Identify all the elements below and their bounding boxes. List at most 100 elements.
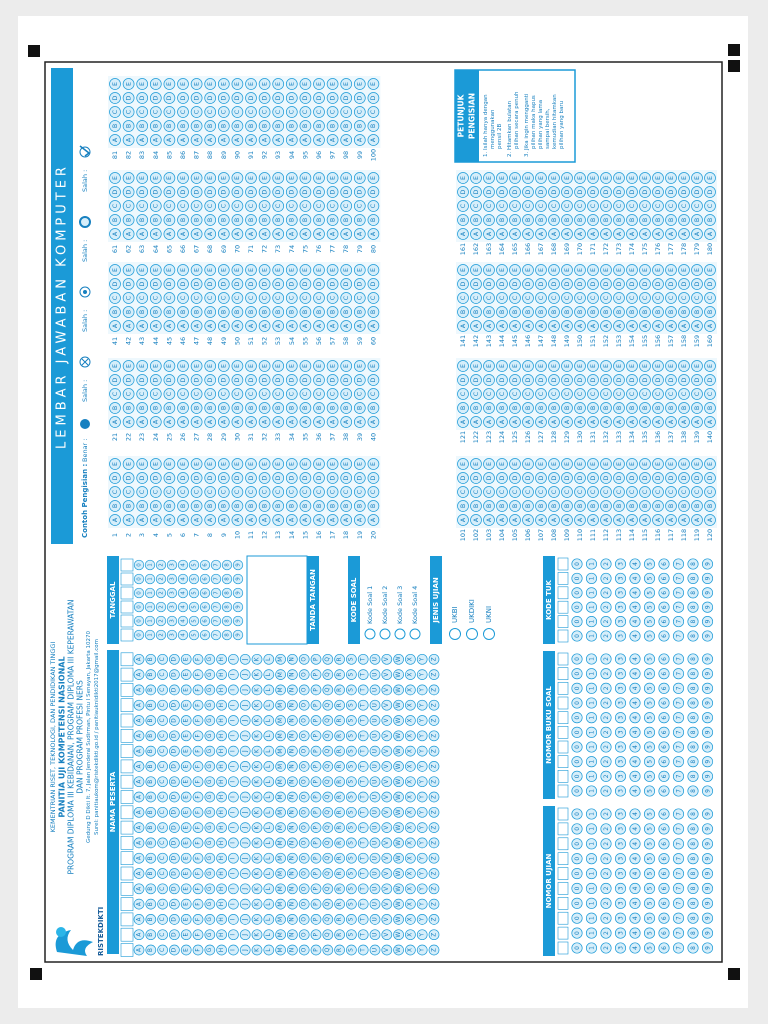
booklet-number-bubble-letter: 0 — [574, 657, 581, 661]
answer-bubble-letter: B — [207, 124, 214, 128]
question-number: 110 — [576, 529, 584, 541]
question-number: 31 — [247, 433, 255, 441]
name-bubble-letter: E — [184, 825, 190, 829]
name-bubble — [322, 944, 334, 956]
answer-bubble-letter: E — [655, 364, 662, 368]
exam-number-bubble-letter: 2 — [603, 857, 610, 861]
write-box — [120, 820, 134, 835]
name-bubble-letter: L — [266, 902, 272, 906]
name-bubble-letter: G — [207, 825, 213, 829]
answer-bubble-letter: C — [681, 203, 688, 208]
name-bubble — [228, 914, 239, 925]
name-bubble — [228, 791, 239, 803]
answer-bubble-letter: A — [486, 231, 493, 236]
question-number: 73 — [274, 245, 282, 253]
question-number: 120 — [706, 529, 714, 541]
name-bubble-letter: U — [372, 841, 378, 845]
booklet-number-bubble-letter: 3 — [617, 789, 624, 793]
answer-bubble-letter: E — [166, 82, 173, 86]
answer-bubble-letter: D — [248, 95, 255, 100]
write-box — [120, 652, 134, 667]
question-number: 148 — [550, 335, 558, 347]
name-bubble — [334, 883, 345, 895]
answer-bubble-letter: A — [486, 323, 493, 328]
question-number: 105 — [511, 529, 519, 541]
answer-bubble-letter: D — [681, 189, 688, 194]
name-bubble-letter: O — [302, 901, 308, 906]
name-bubble — [393, 776, 404, 788]
exam-number-bubble-letter: 3 — [617, 886, 624, 890]
exam-number-bubble-letter: 7 — [675, 916, 682, 920]
answer-bubble-letter: C — [499, 203, 506, 208]
name-bubble-letter: N — [290, 718, 296, 722]
name-bubble-letter: P — [313, 917, 319, 921]
name-bubble — [346, 852, 357, 864]
name-bubble-letter: X — [408, 887, 414, 891]
name-bubble — [381, 776, 393, 788]
name-bubble-letter: K — [254, 825, 260, 829]
answer-bubble-letter: E — [221, 176, 228, 180]
date-bubble-letter: 6 — [202, 577, 208, 581]
answer-bubble-letter: E — [603, 462, 610, 466]
name-bubble-letter: H — [219, 902, 225, 906]
name-bubble-letter: R — [337, 673, 343, 677]
name-bubble-letter: Q — [325, 947, 331, 952]
answer-bubble-letter: B — [316, 124, 323, 128]
answer-bubble-letter: B — [707, 218, 714, 222]
answer-bubble-letter: D — [234, 189, 241, 194]
signature-box — [246, 555, 308, 645]
name-bubble-letter: D — [172, 932, 178, 937]
name-bubble-letter: T — [361, 734, 367, 739]
name-bubble — [334, 761, 345, 772]
name-bubble-letter: Y — [420, 657, 426, 662]
write-box — [557, 600, 569, 614]
name-bubble-letter: J — [243, 673, 249, 676]
answer-column-bg — [108, 262, 381, 334]
name-bubble-letter: P — [313, 948, 319, 952]
name-bubble — [169, 776, 180, 788]
answer-bubble-letter: E — [499, 364, 506, 368]
answer-bubble-letter: C — [343, 489, 350, 494]
name-bubble — [228, 883, 239, 895]
tuk-code-bubble-letter: 5 — [646, 634, 653, 638]
answer-bubble-letter: B — [261, 124, 268, 128]
name-bubble-letter: J — [243, 872, 249, 875]
name-bubble-letter: B — [148, 718, 154, 722]
question-number: 137 — [667, 431, 675, 443]
exam-number-bubble-letter: 4 — [632, 857, 639, 861]
name-bubble — [239, 791, 251, 803]
answer-bubble-letter: A — [207, 517, 214, 522]
answer-bubble-letter: B — [153, 310, 160, 314]
name-bubble — [416, 852, 428, 864]
answer-bubble-letter: E — [275, 462, 282, 466]
booklet-number-bubble-letter: 3 — [617, 774, 624, 778]
name-bubble-letter: G — [207, 887, 213, 891]
name-bubble — [405, 929, 416, 941]
exam-number-bubble-letter: 5 — [646, 857, 653, 861]
question-number: 47 — [193, 337, 201, 345]
question-number: 169 — [563, 243, 571, 255]
exam-number-bubble-letter: 4 — [632, 931, 639, 935]
answer-bubble-letter: D — [564, 281, 571, 286]
answer-bubble-letter: B — [681, 406, 688, 410]
exam-number-bubble-letter: 3 — [617, 916, 624, 920]
answer-bubble-letter: B — [499, 218, 506, 222]
name-bubble — [204, 898, 216, 910]
answer-bubble-letter: E — [707, 462, 714, 466]
answer-bubble-letter: C — [261, 295, 268, 300]
name-bubble-letter: M — [278, 947, 284, 952]
name-bubble-letter: V — [384, 718, 390, 722]
answer-bubble-letter: B — [551, 504, 558, 508]
answer-bubble-letter: A — [603, 419, 610, 424]
name-bubble — [322, 806, 334, 818]
answer-bubble-letter: B — [302, 124, 309, 128]
name-bubble — [133, 761, 145, 772]
answer-bubble-letter: C — [302, 295, 309, 300]
exam-number-bubble-letter: 0 — [574, 812, 581, 816]
answer-bubble-letter: B — [603, 218, 610, 222]
answer-bubble-letter: E — [616, 176, 623, 180]
date-bubble-letter: 5 — [191, 591, 197, 595]
name-bubble-letter: M — [278, 825, 284, 830]
answer-bubble-letter: A — [473, 419, 480, 424]
name-bubble — [405, 868, 416, 879]
